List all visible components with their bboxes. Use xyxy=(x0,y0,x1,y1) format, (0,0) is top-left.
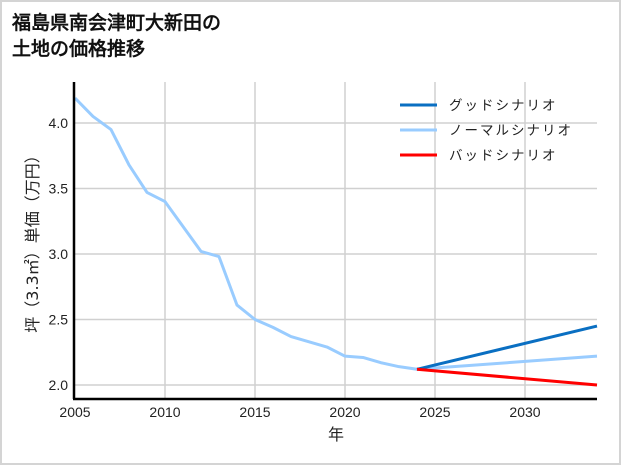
series-line xyxy=(416,367,598,387)
y-tick-label: 2.0 xyxy=(49,377,69,393)
legend-label: ノーマルシナリオ xyxy=(449,123,573,139)
x-tick-label: 2025 xyxy=(419,404,450,420)
series-line xyxy=(416,324,598,371)
data-series xyxy=(73,97,598,387)
x-tick-label: 2010 xyxy=(149,404,180,420)
chart-title-line-1: 福島県南会津町大新田の xyxy=(12,12,222,34)
y-tick-label: 4.0 xyxy=(49,115,69,131)
y-axis-label: 坪（3.3㎡）単価（万円） xyxy=(23,147,42,332)
x-tick-label: 2005 xyxy=(59,404,90,420)
legend-label: グッドシナリオ xyxy=(449,98,558,114)
y-tick-label: 3.0 xyxy=(49,246,69,262)
chart-title: 福島県南会津町大新田の 土地の価格推移 xyxy=(12,10,221,62)
x-tick-label: 2020 xyxy=(329,404,360,420)
grid-lines xyxy=(74,82,597,399)
x-tick-labels: 2005 2010 2015 2020 2025 2030 xyxy=(59,404,540,420)
legend-label: バッドシナリオ xyxy=(449,148,558,164)
x-axis-label: 年 xyxy=(328,425,344,444)
axes xyxy=(72,82,597,401)
y-tick-label: 2.5 xyxy=(49,312,69,328)
x-tick-label: 2015 xyxy=(239,404,270,420)
y-tick-label: 3.5 xyxy=(49,181,69,197)
y-tick-labels: 2.0 2.5 3.0 3.5 4.0 xyxy=(49,115,69,393)
x-tick-label: 2030 xyxy=(509,404,540,420)
series-line xyxy=(73,97,598,371)
chart-title-line-2: 土地の価格推移 xyxy=(12,38,146,60)
